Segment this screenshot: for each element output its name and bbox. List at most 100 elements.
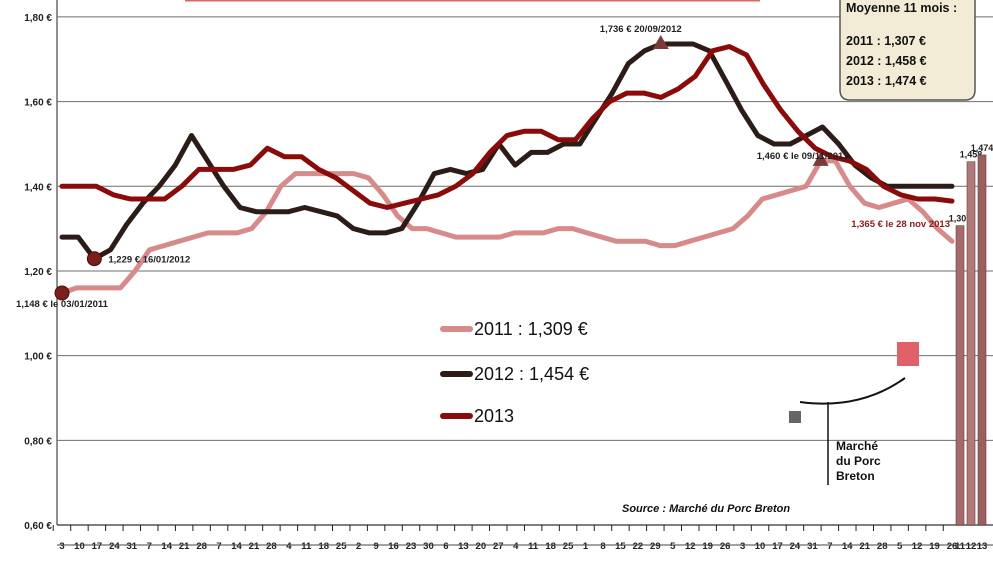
chart-grid: [56, 0, 993, 526]
x-tick-label: 14: [842, 541, 853, 552]
x-tick-label: 17: [92, 541, 103, 552]
x-tick-label: 12: [685, 541, 696, 552]
x-tick-label: 23: [406, 541, 417, 552]
averages-box-row: 2011 : 1,307 €: [846, 34, 926, 48]
x-tick-label: 22: [633, 541, 644, 552]
x-tick-label: 13: [458, 541, 469, 552]
average-bar: [966, 161, 976, 526]
y-tick-label: 1,80 €: [24, 13, 52, 24]
averages-box: Moyenne 11 mois : 2011 : 1,307 € 2012 : 1,…: [839, 0, 976, 101]
x-tick-label: 16: [388, 541, 399, 552]
y-tick-label: 1,20 €: [24, 267, 52, 278]
y-tick-label: 1,60 €: [24, 98, 52, 109]
x-tick-label: 6: [443, 541, 448, 552]
x-tick-label: 3: [59, 541, 64, 552]
x-tick-label: 20: [476, 541, 487, 552]
x-tick-label: 9: [373, 541, 378, 552]
y-tick-label: 1,00 €: [24, 352, 52, 363]
average-bar-category: 12: [966, 541, 977, 552]
logo-curve: [799, 377, 906, 405]
x-tick-label: 27: [493, 541, 504, 552]
annotation-label: 1,365 € le 28 nov 2013: [851, 219, 950, 230]
x-tick-label: 12: [912, 541, 923, 552]
annotation-marker: [652, 35, 669, 50]
logo-text: Marché: [836, 439, 878, 453]
averages-box-frame: [839, 0, 976, 101]
x-tick-label: 18: [545, 541, 556, 552]
x-axis-ticks: 3 10 17 24 31 7 14 21 28 7 14 21 28 4 11 18 25 2 9 16 23 30 6 1…: [52, 525, 993, 552]
x-tick-label: 31: [127, 541, 138, 552]
x-tick-label: 1: [583, 541, 589, 552]
average-bar-label: 1,474: [971, 143, 993, 153]
average-bar-label: 1,307: [949, 214, 972, 224]
average-bar-category: 11: [955, 541, 966, 552]
chart-annotations: 1,148 € le 03/01/2011 1,229 € 16/01/2012 1…: [16, 24, 950, 310]
annotation-label: 1,736 € 20/09/2012: [600, 24, 682, 35]
x-tick-label: 11: [301, 541, 312, 552]
averages-box-row: 2013 : 1,474 €: [846, 74, 927, 88]
x-tick-label: 3: [740, 541, 745, 552]
x-tick-label: 28: [266, 541, 277, 552]
averages-box-title: Moyenne 11 mois :: [846, 1, 957, 15]
chart-lines: [59, 41, 955, 296]
x-tick-label: 8: [600, 541, 605, 552]
legend-label: 2012 : 1,454 €: [474, 364, 589, 384]
logo-text: Breton: [836, 469, 875, 483]
chart-markers: [54, 35, 829, 301]
x-tick-label: 24: [109, 541, 120, 552]
x-tick-label: 19: [702, 541, 713, 552]
average-bar-category: 13: [977, 541, 988, 552]
average-bar: [977, 154, 987, 526]
x-tick-label: 21: [249, 541, 260, 552]
annotation-label: 1,148 € le 03/01/2011: [16, 299, 109, 310]
x-tick-label: 15: [615, 541, 626, 552]
y-tick-label: 0,60 €: [24, 521, 52, 532]
logo-square-red: [897, 342, 919, 366]
x-tick-label: 5: [670, 541, 676, 552]
x-tick-label: 10: [755, 541, 766, 552]
x-tick-label: 21: [179, 541, 190, 552]
x-tick-label: 24: [790, 541, 801, 552]
x-tick-label: 25: [336, 541, 347, 552]
series-line-0: [59, 158, 955, 296]
x-tick-label: 30: [423, 541, 434, 552]
x-tick-label: 19: [929, 541, 940, 552]
x-tick-label: 17: [772, 541, 783, 552]
x-tick-label: 2: [356, 541, 361, 552]
x-tick-label: 7: [827, 541, 832, 552]
annotation-label: 1,460 € le 09/11/2011: [757, 151, 849, 162]
averages-box-row: 2012 : 1,458 €: [846, 54, 927, 68]
annotation-marker: [54, 285, 70, 301]
x-tick-label: 10: [74, 541, 85, 552]
series-line-2: [59, 44, 955, 210]
average-bar: [955, 225, 965, 526]
legend-label: 2013: [474, 406, 514, 426]
logo-square-gray: [789, 411, 801, 423]
x-tick-label: 31: [807, 541, 818, 552]
x-tick-label: 5: [897, 541, 903, 552]
annotation-label: 1,229 € 16/01/2012: [108, 255, 190, 266]
x-tick-label: 7: [216, 541, 221, 552]
x-tick-label: 26: [947, 541, 958, 552]
x-tick-label: 7: [147, 541, 152, 552]
x-tick-label: 25: [563, 541, 574, 552]
x-tick-label: 11: [528, 541, 539, 552]
legend: 2011 : 1,309 € 2012 : 1,454 € 2013: [440, 319, 589, 426]
x-tick-label: 4: [513, 541, 519, 552]
x-tick-label: 21: [859, 541, 870, 552]
average-bars: 1,307 11 1,458 12 1,474 13: [949, 143, 993, 552]
annotation-marker: [86, 251, 102, 267]
x-tick-label: 18: [318, 541, 329, 552]
x-tick-label: 28: [877, 541, 888, 552]
y-tick-label: 0,80 €: [24, 436, 52, 447]
x-tick-label: 14: [161, 541, 172, 552]
y-tick-label: 1,40 €: [24, 182, 52, 193]
annotation-marker: [812, 151, 829, 166]
legend-label: 2011 : 1,309 €: [474, 319, 588, 339]
x-tick-label: 14: [231, 541, 242, 552]
average-bar-label: 1,458: [960, 150, 983, 160]
x-tick-label: 29: [650, 541, 661, 552]
x-tick-label: 4: [286, 541, 292, 552]
